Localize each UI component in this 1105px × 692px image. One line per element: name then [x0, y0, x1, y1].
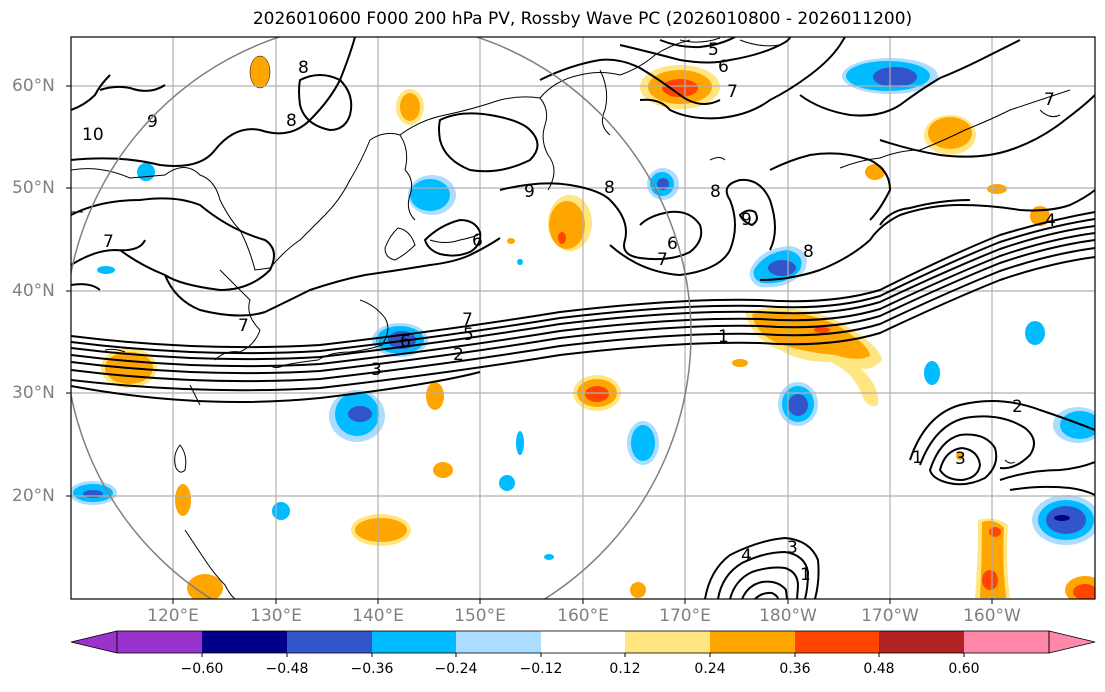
negative-anomaly-regions — [71, 58, 1095, 560]
contour-label: 9 — [524, 182, 535, 202]
contour-label: 4 — [741, 546, 752, 566]
lon-label: 150°E — [454, 606, 506, 626]
colorbar-cell — [202, 631, 287, 653]
contour-label: 7 — [462, 310, 473, 330]
contour-label: 3 — [787, 538, 798, 558]
colorbar-extend-high — [1048, 630, 1096, 654]
contour-label: 3 — [371, 360, 382, 380]
lon-label: 170°E — [659, 606, 711, 626]
colorbar — [70, 630, 1096, 657]
colorbar-cell — [625, 631, 710, 653]
contour-label: 6 — [718, 57, 729, 77]
contour-label: 8 — [604, 178, 615, 198]
colorbar-tick-label: −0.60 — [180, 661, 224, 677]
colorbar-cell — [287, 631, 372, 653]
contour-labels: 5 6 7 8 8 9 10 7 6 9 8 6 7 8 9 8 7 6 5 1… — [82, 40, 1056, 585]
contour-label: 6 — [667, 234, 678, 254]
lon-label: 180°W — [759, 606, 817, 626]
contour-label: 9 — [741, 210, 752, 230]
contour-label: 7 — [103, 232, 114, 252]
colorbar-tick-label: −0.36 — [350, 661, 394, 677]
lon-label: 170°W — [861, 606, 919, 626]
contour-label: 1 — [800, 565, 811, 585]
contour-label: 2 — [1012, 397, 1023, 417]
contour-label: 8 — [710, 182, 721, 202]
colorbar-tick-label: 0.12 — [609, 661, 641, 677]
contour-label: 9 — [147, 112, 158, 132]
shaded-anomalies — [71, 55, 1095, 599]
colorbar-tick-label: 0.60 — [948, 661, 980, 677]
map-title: 2026010600 F000 200 hPa PV, Rossby Wave … — [252, 9, 913, 29]
graticule — [71, 37, 1095, 599]
colorbar-tick-label: 0.48 — [863, 661, 895, 677]
lat-label: 30°N — [12, 383, 55, 403]
pv-contours — [71, 37, 1095, 599]
contour-label: 2 — [453, 345, 464, 365]
contour-label: 8 — [298, 58, 309, 78]
contour-label: 3 — [955, 449, 966, 469]
contour-label: 6 — [400, 332, 411, 352]
colorbar-tick-label: 0.36 — [779, 661, 811, 677]
colorbar-cell — [117, 631, 202, 653]
colorbar-cell — [964, 631, 1049, 653]
lat-label: 60°N — [12, 76, 55, 96]
axis-ticks — [66, 85, 993, 604]
coastlines — [71, 37, 1071, 599]
positive-anomaly-regions — [101, 55, 1095, 599]
contour-label: 10 — [82, 125, 104, 145]
lat-label: 20°N — [12, 486, 55, 506]
contour-label: 7 — [1044, 90, 1055, 110]
lat-label: 40°N — [12, 281, 55, 301]
colorbar-cell — [710, 631, 795, 653]
colorbar-cell — [879, 631, 964, 653]
colorbar-cell — [795, 631, 879, 653]
contour-label: 6 — [472, 231, 483, 251]
colorbar-cell — [456, 631, 541, 653]
colorbar-tick-label: −0.48 — [265, 661, 309, 677]
contour-label: 8 — [803, 242, 814, 262]
contour-label: 7 — [657, 250, 668, 270]
colorbar-tick-label: 0.24 — [694, 661, 726, 677]
contour-label: 7 — [727, 82, 738, 102]
contour-label: 7 — [238, 316, 249, 336]
contour-label: 1 — [912, 448, 923, 468]
colorbar-extend-low — [70, 630, 118, 654]
colorbar-tick-label: −0.12 — [519, 661, 563, 677]
contour-label: 5 — [463, 325, 474, 345]
contour-label: 8 — [286, 111, 297, 131]
lon-label: 140°E — [352, 606, 404, 626]
lon-label: 160°W — [963, 606, 1021, 626]
lat-label: 50°N — [12, 178, 55, 198]
colorbar-tick-label: −0.24 — [434, 661, 478, 677]
contour-label: 5 — [708, 40, 719, 60]
colorbar-cell — [541, 631, 625, 653]
contour-label: 4 — [1045, 211, 1056, 231]
influence-circle — [71, 37, 692, 599]
lon-label: 120°E — [147, 606, 199, 626]
lon-label: 130°E — [250, 606, 302, 626]
colorbar-cell — [372, 631, 456, 653]
lon-label: 160°E — [557, 606, 609, 626]
contour-label: 1 — [718, 327, 729, 347]
